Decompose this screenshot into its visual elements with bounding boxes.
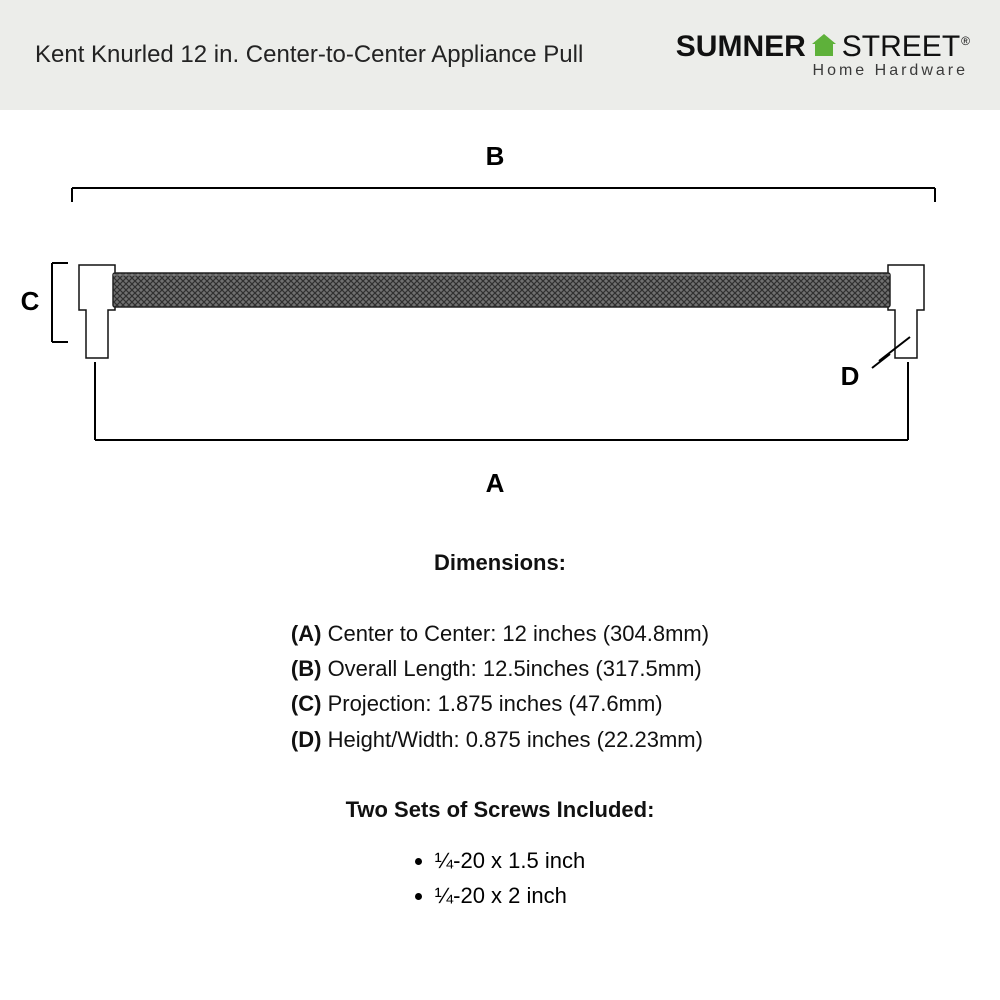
screws-list: ¼-20 x 1.5 inch ¼-20 x 2 inch [415, 843, 585, 913]
label-c: C [21, 286, 40, 316]
dim-a: (A) Center to Center: 12 inches (304.8mm… [291, 616, 709, 651]
house-icon [810, 31, 838, 64]
dim-b: (B) Overall Length: 12.5inches (317.5mm) [291, 651, 709, 686]
list-item: ¼-20 x 2 inch [435, 878, 585, 913]
logo-line1: SUMNER STREET® [676, 30, 970, 64]
label-d: D [841, 361, 860, 391]
dimensions-head: Dimensions: [0, 550, 1000, 576]
dimensions-block: (A) Center to Center: 12 inches (304.8mm… [291, 616, 709, 757]
right-foot [888, 265, 924, 358]
logo: SUMNER STREET® Home Hardware [676, 30, 970, 80]
screws-head: Two Sets of Screws Included: [0, 797, 1000, 823]
label-a: A [486, 468, 505, 498]
dim-d: (D) Height/Width: 0.875 inches (22.23mm) [291, 722, 709, 757]
list-item: ¼-20 x 1.5 inch [435, 843, 585, 878]
diagram: B C D A [0, 110, 1000, 530]
knurled-bar [113, 273, 890, 307]
logo-street: STREET® [842, 30, 970, 64]
label-b: B [486, 141, 505, 171]
product-title: Kent Knurled 12 in. Center-to-Center App… [35, 41, 583, 69]
diagram-svg: B C D A [0, 110, 1000, 530]
info: Dimensions: (A) Center to Center: 12 inc… [0, 550, 1000, 913]
logo-subtitle: Home Hardware [676, 62, 970, 80]
dim-c: (C) Projection: 1.875 inches (47.6mm) [291, 686, 709, 721]
logo-sumner: SUMNER [676, 30, 806, 64]
left-foot [79, 265, 115, 358]
d-tick1 [872, 354, 890, 368]
header: Kent Knurled 12 in. Center-to-Center App… [0, 0, 1000, 110]
